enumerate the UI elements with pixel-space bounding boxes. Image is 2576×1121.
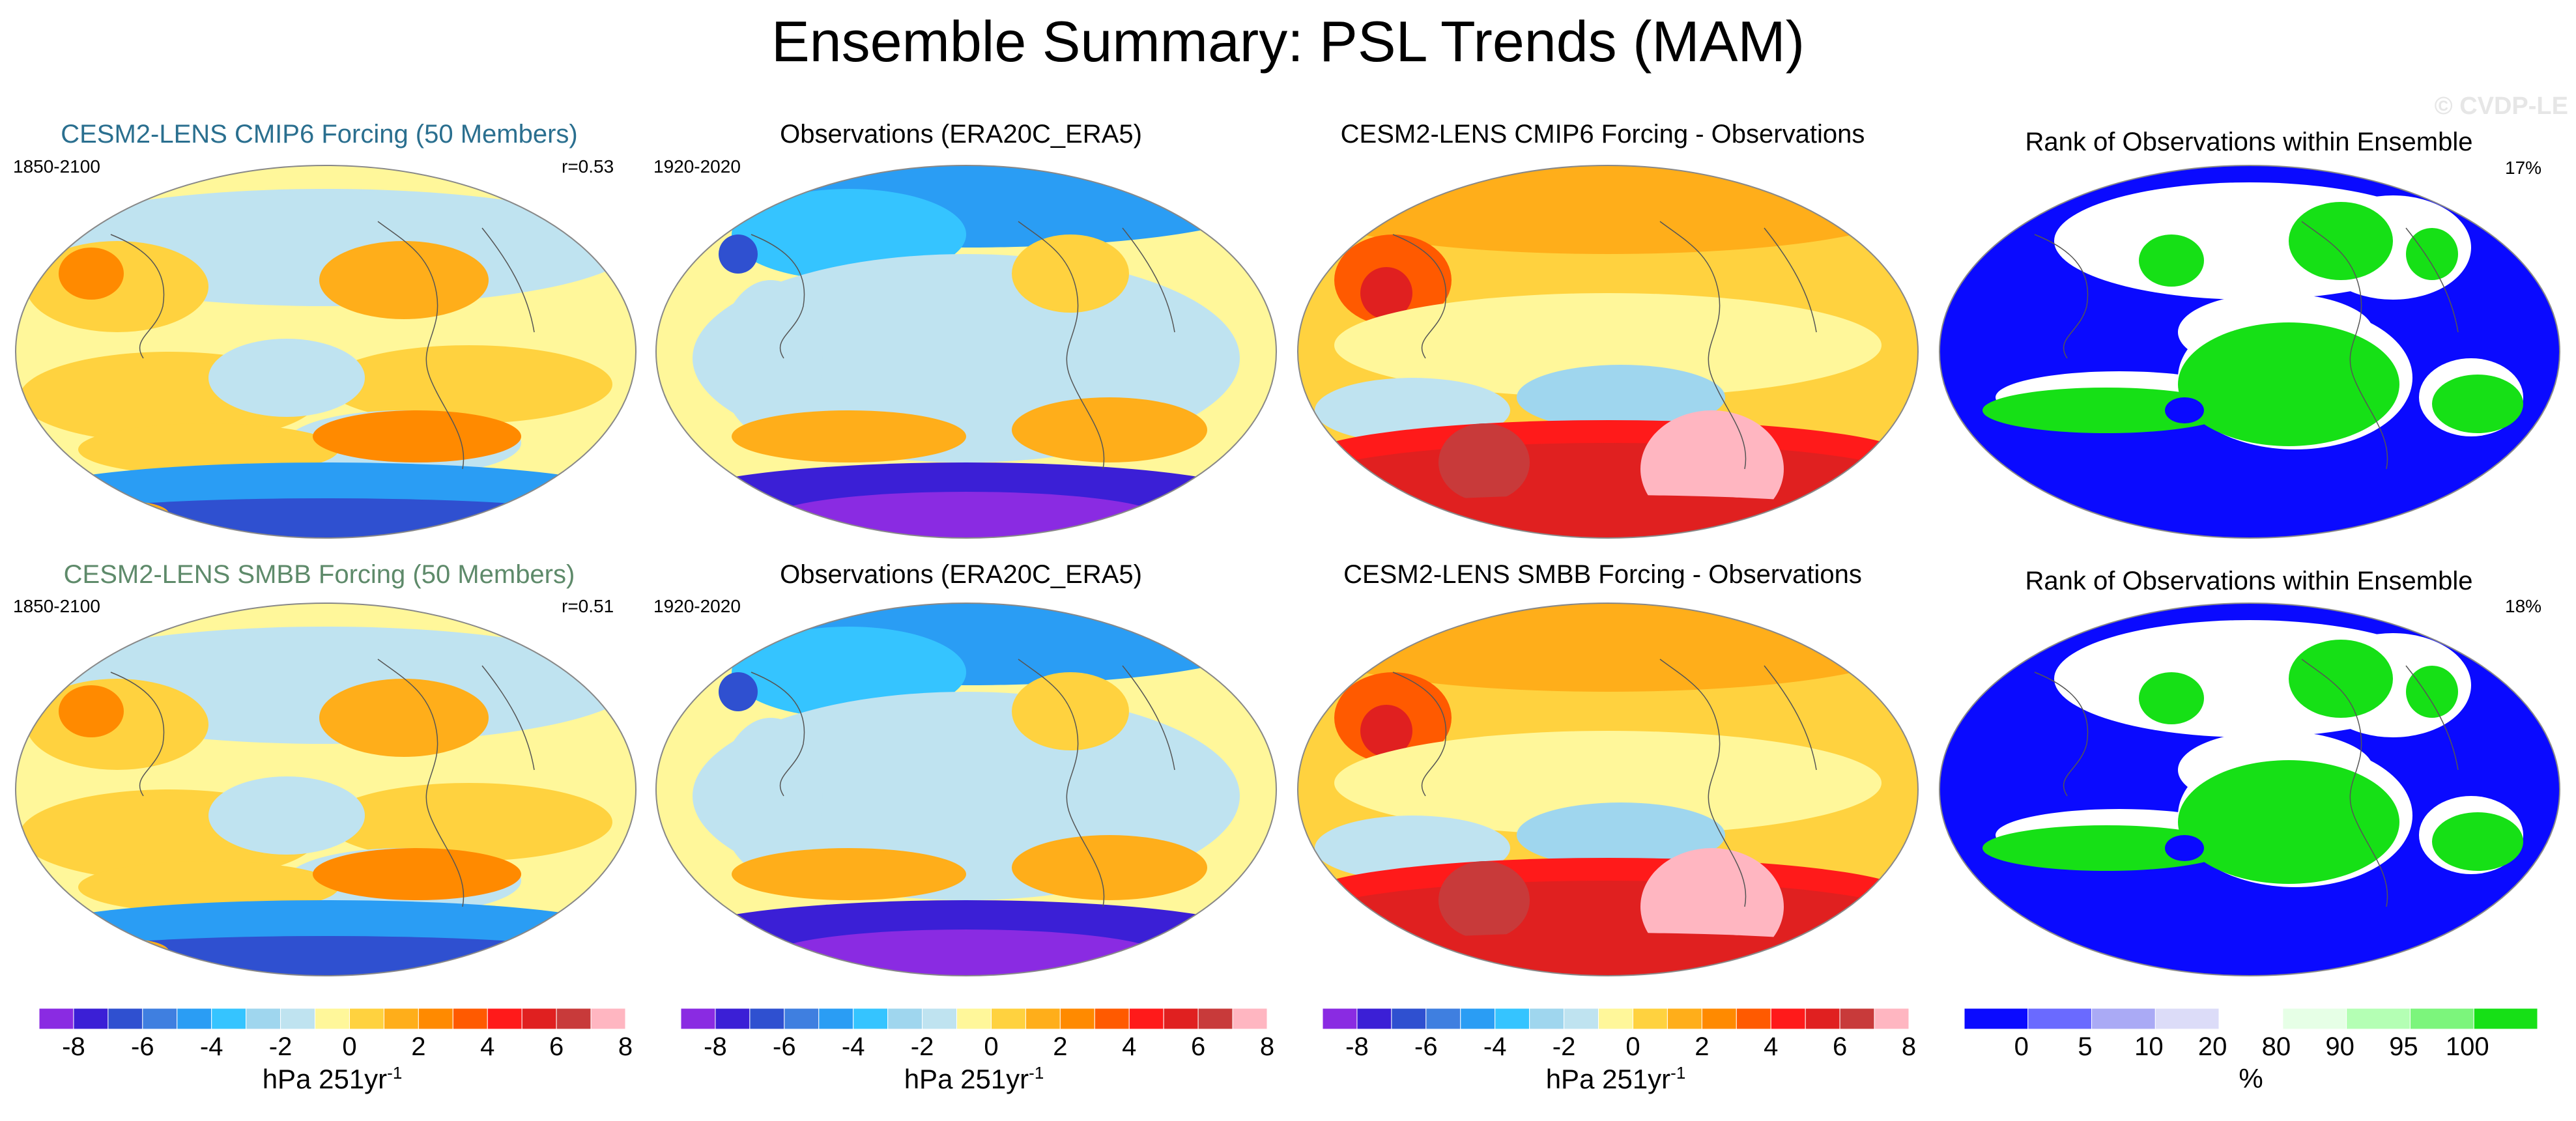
colorbar-tick-label: 8 bbox=[1901, 1032, 1917, 1061]
period-label: 1850-2100 bbox=[13, 596, 100, 616]
colorbar-tick-label: 95 bbox=[2389, 1032, 2418, 1061]
colorbar-tick-label: 6 bbox=[1832, 1032, 1848, 1061]
colorbar-units-label: hPa 251yr-1 bbox=[1545, 1063, 1686, 1094]
rank-percent-label: 18% bbox=[2505, 596, 2542, 616]
colorbar-tick-label: -8 bbox=[62, 1032, 85, 1061]
colorbar-tick-label: -4 bbox=[1483, 1032, 1507, 1061]
panel-title-obs: Observations (ERA20C_ERA5) bbox=[780, 120, 1142, 149]
panel-title-obs: Observations (ERA20C_ERA5) bbox=[780, 560, 1142, 589]
colorbar-psl bbox=[39, 1008, 625, 1030]
colorbar-tick-label: 4 bbox=[1764, 1032, 1779, 1061]
map-rank-smbb bbox=[1939, 603, 2560, 976]
period-label: 1920-2020 bbox=[653, 156, 741, 177]
colorbar-tick-label: 0 bbox=[2014, 1032, 2029, 1061]
colorbar-tick-label: -4 bbox=[199, 1032, 223, 1061]
colorbar-tick-label: 8 bbox=[1259, 1032, 1275, 1061]
colorbar-tick-label: 5 bbox=[2078, 1032, 2093, 1061]
colorbar-units-label: hPa 251yr-1 bbox=[904, 1063, 1044, 1094]
colorbar-tick-label: -6 bbox=[1414, 1032, 1438, 1061]
correlation-label: r=0.53 bbox=[562, 156, 614, 177]
colorbar-tick-label: -2 bbox=[268, 1032, 293, 1061]
rank-percent-label: 17% bbox=[2505, 158, 2542, 178]
colorbar-tick-label: 8 bbox=[618, 1032, 633, 1061]
colorbar-tick-label: 6 bbox=[1190, 1032, 1206, 1061]
colorbar-tick-label: -8 bbox=[1345, 1032, 1369, 1061]
colorbar-tick-label: 4 bbox=[480, 1032, 495, 1061]
watermark: © CVDP-LE bbox=[2434, 92, 2568, 120]
correlation-label: r=0.51 bbox=[562, 596, 614, 616]
panel-title-cmip6: CESM2-LENS CMIP6 Forcing (50 Members) bbox=[61, 120, 578, 149]
colorbar-tick-label: 2 bbox=[411, 1032, 426, 1061]
colorbar-tick-label: 6 bbox=[549, 1032, 564, 1061]
colorbar-units-label: hPa 251yr-1 bbox=[262, 1063, 403, 1094]
colorbar-tick-label: 4 bbox=[1122, 1032, 1137, 1061]
map-rank-cmip6 bbox=[1939, 165, 2560, 539]
colorbar-tick-label: -6 bbox=[773, 1032, 796, 1061]
colorbar-tick-label: -8 bbox=[704, 1032, 727, 1061]
map-ensemble-smbb bbox=[15, 603, 637, 976]
colorbar-tick-label: 0 bbox=[1625, 1032, 1640, 1061]
panel-title-rank: Rank of Observations within Ensemble bbox=[2025, 567, 2473, 595]
colorbar-tick-label: -6 bbox=[131, 1032, 154, 1061]
period-label: 1850-2100 bbox=[13, 156, 100, 177]
map-ensemble-cmip6 bbox=[15, 165, 637, 539]
panel-title-diff: CESM2-LENS SMBB Forcing - Observations bbox=[1343, 560, 1862, 589]
colorbar-tick-label: 10 bbox=[2134, 1032, 2164, 1061]
colorbar-tick-label: 0 bbox=[342, 1032, 357, 1061]
colorbar-psl bbox=[681, 1008, 1267, 1030]
colorbar-tick-label: 80 bbox=[2261, 1032, 2291, 1061]
colorbar-tick-label: -2 bbox=[1552, 1032, 1576, 1061]
map-difference-smbb bbox=[1297, 603, 1919, 976]
map-observations bbox=[655, 603, 1277, 976]
figure-title: Ensemble Summary: PSL Trends (MAM) bbox=[771, 9, 1805, 74]
colorbar-rank bbox=[1964, 1008, 2538, 1030]
colorbar-tick-label: 100 bbox=[2445, 1032, 2489, 1061]
panel-title-smbb: CESM2-LENS SMBB Forcing (50 Members) bbox=[63, 560, 575, 589]
colorbar-tick-label: 90 bbox=[2325, 1032, 2354, 1061]
period-label: 1920-2020 bbox=[653, 596, 741, 616]
colorbar-tick-label: 20 bbox=[2197, 1032, 2227, 1061]
colorbar-tick-label: 0 bbox=[984, 1032, 999, 1061]
colorbar-tick-label: -2 bbox=[910, 1032, 934, 1061]
colorbar-tick-label: 2 bbox=[1695, 1032, 1710, 1061]
map-difference-cmip6 bbox=[1297, 165, 1919, 539]
panel-title-diff: CESM2-LENS CMIP6 Forcing - Observations bbox=[1340, 120, 1865, 149]
colorbar-tick-label: -4 bbox=[841, 1032, 865, 1061]
colorbar-psl bbox=[1323, 1008, 1909, 1030]
colorbar-tick-label: 2 bbox=[1053, 1032, 1068, 1061]
colorbar-units-label: % bbox=[2239, 1063, 2263, 1094]
panel-title-rank: Rank of Observations within Ensemble bbox=[2025, 128, 2473, 156]
map-observations bbox=[655, 165, 1277, 539]
